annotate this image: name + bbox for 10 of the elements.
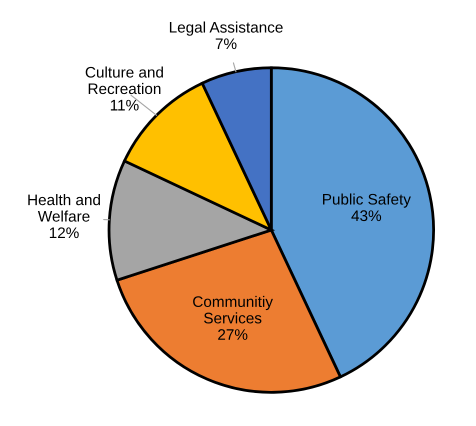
slice-label: Health and Welfare (28, 194, 100, 222)
slice-label: Public Safety (323, 193, 411, 208)
slice-label: Legal Assistance (170, 21, 283, 36)
slice-label: Culture and Recreation (86, 66, 163, 94)
data-label: 27% (218, 329, 248, 340)
data-label: 11% (110, 100, 139, 111)
data-label: 12% (50, 227, 79, 238)
data-label: 43% (351, 210, 382, 222)
data-label: 7% (216, 38, 237, 50)
slice-label: Communitiy Services (193, 296, 273, 324)
